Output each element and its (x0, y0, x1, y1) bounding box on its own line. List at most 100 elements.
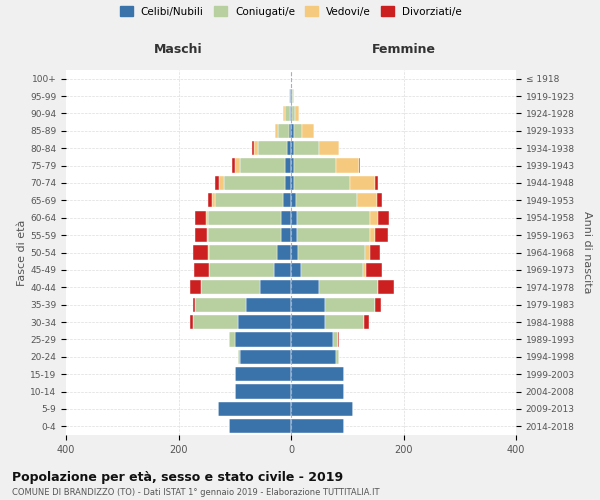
Bar (219, 176, 223, 190)
Bar (291, 367, 344, 382)
Bar (291, 419, 344, 434)
Bar (291, 315, 325, 329)
Bar (366, 263, 382, 277)
Bar (223, 176, 286, 190)
Bar (378, 280, 394, 294)
Bar (296, 210, 370, 225)
Bar (319, 141, 339, 156)
Bar (190, 315, 193, 329)
Legend: Celibi/Nubili, Coniugati/e, Vedovi/e, Divorziati/e: Celibi/Nubili, Coniugati/e, Vedovi/e, Di… (116, 2, 466, 21)
Bar (338, 332, 340, 346)
Bar (370, 210, 378, 225)
Bar (319, 280, 378, 294)
Bar (377, 193, 382, 208)
Bar (287, 141, 291, 156)
Bar (286, 158, 291, 172)
Bar (194, 263, 209, 277)
Bar (292, 106, 295, 120)
Bar (291, 350, 336, 364)
Bar (291, 332, 333, 346)
Bar (378, 210, 389, 225)
Bar (208, 193, 212, 208)
Bar (370, 228, 376, 242)
Bar (252, 141, 254, 156)
Bar (235, 384, 291, 398)
Bar (277, 246, 291, 260)
Bar (238, 315, 291, 329)
Bar (193, 246, 208, 260)
Bar (260, 280, 291, 294)
Bar (259, 141, 287, 156)
Bar (376, 298, 381, 312)
Bar (193, 298, 196, 312)
Bar (209, 246, 277, 260)
Bar (209, 263, 274, 277)
Bar (241, 158, 286, 172)
Bar (295, 106, 299, 120)
Bar (350, 176, 376, 190)
Text: COMUNE DI BRANDIZZO (TO) - Dati ISTAT 1° gennaio 2019 - Elaborazione TUTTITALIA.: COMUNE DI BRANDIZZO (TO) - Dati ISTAT 1°… (12, 488, 380, 497)
Text: Femmine: Femmine (371, 43, 436, 56)
Bar (291, 124, 294, 138)
Bar (294, 176, 350, 190)
Bar (365, 246, 370, 260)
Bar (291, 402, 353, 416)
Bar (283, 106, 286, 120)
Bar (286, 176, 291, 190)
Bar (291, 228, 296, 242)
Bar (290, 106, 291, 120)
Bar (254, 141, 259, 156)
Bar (283, 193, 291, 208)
Bar (376, 228, 388, 242)
Bar (291, 246, 298, 260)
Text: Popolazione per età, sesso e stato civile - 2019: Popolazione per età, sesso e stato civil… (12, 472, 343, 484)
Bar (235, 332, 291, 346)
Bar (232, 158, 235, 172)
Bar (370, 246, 380, 260)
Bar (206, 228, 208, 242)
Bar (325, 298, 376, 312)
Bar (296, 228, 370, 242)
Bar (291, 384, 344, 398)
Y-axis label: Anni di nascita: Anni di nascita (581, 211, 592, 294)
Bar (298, 246, 365, 260)
Bar (289, 89, 290, 103)
Bar (291, 263, 301, 277)
Bar (291, 176, 294, 190)
Bar (215, 193, 283, 208)
Bar (292, 89, 293, 103)
Bar (201, 280, 260, 294)
Bar (291, 280, 319, 294)
Bar (364, 315, 368, 329)
Bar (275, 124, 278, 138)
Bar (208, 210, 281, 225)
Bar (336, 158, 359, 172)
Bar (291, 210, 296, 225)
Bar (281, 210, 291, 225)
Bar (195, 210, 206, 225)
Bar (281, 228, 291, 242)
Bar (376, 176, 378, 190)
Bar (190, 280, 201, 294)
Bar (212, 193, 215, 208)
Bar (208, 246, 209, 260)
Bar (286, 106, 290, 120)
Bar (229, 419, 291, 434)
Bar (336, 350, 339, 364)
Bar (196, 298, 246, 312)
Bar (359, 158, 360, 172)
Bar (218, 402, 291, 416)
Bar (238, 350, 241, 364)
Bar (291, 106, 292, 120)
Bar (235, 367, 291, 382)
Bar (193, 315, 238, 329)
Bar (206, 210, 208, 225)
Bar (235, 158, 241, 172)
Bar (241, 350, 291, 364)
Bar (302, 124, 314, 138)
Bar (229, 332, 235, 346)
Bar (333, 332, 338, 346)
Bar (293, 89, 294, 103)
Bar (301, 263, 363, 277)
Text: Maschi: Maschi (154, 43, 203, 56)
